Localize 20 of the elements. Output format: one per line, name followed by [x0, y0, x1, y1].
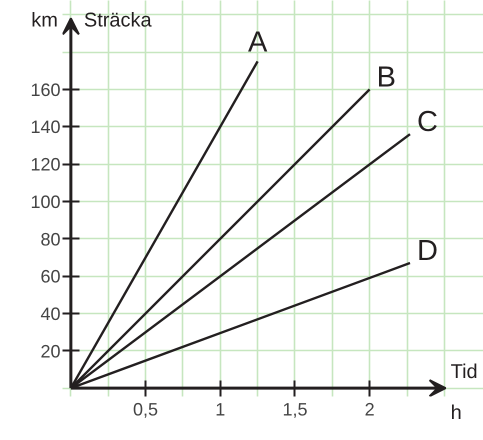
series-label: A: [248, 26, 268, 58]
text: km: [31, 9, 58, 32]
x-tick-label: 1,5: [282, 400, 308, 420]
x-tick-label: 1: [215, 400, 226, 420]
series-label: D: [416, 235, 438, 268]
y-tick-label: 60: [40, 266, 61, 287]
series-label: C: [416, 106, 438, 138]
y-tick-label: 140: [30, 117, 61, 138]
x-tick-label: 2: [364, 400, 375, 420]
y-axis-title: Sträcka: [84, 9, 153, 32]
series-label: B: [376, 61, 396, 94]
x-tick-label: 0,5: [133, 400, 158, 420]
x-axis-title: Tid: [450, 361, 478, 384]
y-tick-label: 80: [40, 229, 61, 250]
y-tick-label: 20: [40, 341, 61, 362]
y-tick-label: 40: [40, 304, 61, 324]
y-tick-label: 100: [30, 192, 61, 212]
y-tick-label: 160: [30, 80, 61, 100]
text: h: [450, 402, 462, 424]
y-tick-label: 120: [30, 154, 61, 175]
